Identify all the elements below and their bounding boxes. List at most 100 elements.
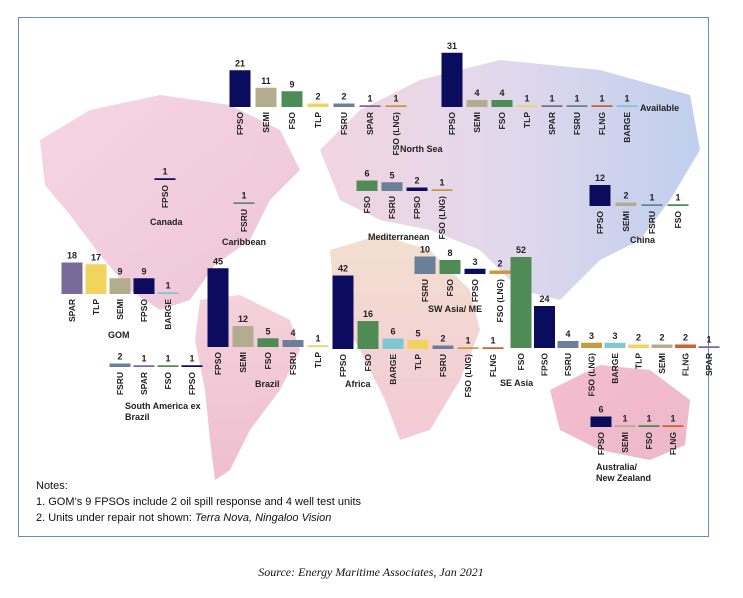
value-label: 1 xyxy=(706,334,711,344)
bar xyxy=(510,257,532,348)
category-label: FSO (LNG) xyxy=(495,279,505,323)
category-label: FPSO xyxy=(596,432,606,456)
category-label: SPAR xyxy=(704,353,714,376)
value-label: 1 xyxy=(439,177,444,187)
bar xyxy=(651,344,673,348)
bar xyxy=(382,338,404,349)
value-label: 1 xyxy=(624,93,629,103)
value-label: 1 xyxy=(649,192,654,202)
bar xyxy=(641,204,663,206)
bar xyxy=(541,105,563,107)
bar xyxy=(432,345,454,349)
note-text: 2. Units under repair not shown: xyxy=(36,512,192,524)
bar xyxy=(566,105,588,107)
category-label: FPSO xyxy=(470,279,480,303)
bar xyxy=(638,425,660,427)
value-label: 2 xyxy=(623,191,628,201)
category-label: SPAR xyxy=(365,112,375,135)
value-label: 2 xyxy=(414,176,419,186)
value-label: 1 xyxy=(646,413,651,423)
value-label: 1 xyxy=(393,93,398,103)
category-label: FSO xyxy=(516,353,526,371)
notes-heading: Notes: xyxy=(36,480,68,492)
category-label: FPSO xyxy=(338,354,348,378)
value-label: 2 xyxy=(659,333,664,343)
value-label: 9 xyxy=(141,266,146,276)
bar xyxy=(489,270,511,274)
value-label: 3 xyxy=(589,331,594,341)
bar xyxy=(157,292,179,294)
value-label: 2 xyxy=(315,92,320,102)
category-label: FSO xyxy=(644,432,654,450)
category-label: FSO xyxy=(363,354,373,372)
category-label: SEMI xyxy=(261,112,271,133)
bar xyxy=(282,340,304,347)
region-label: China xyxy=(630,235,656,245)
value-label: 6 xyxy=(598,405,603,415)
value-label: 5 xyxy=(415,328,420,338)
category-label: FLNG xyxy=(681,353,691,377)
value-label: 4 xyxy=(290,328,295,338)
category-label: FSRU xyxy=(563,353,573,376)
category-label: FSRU xyxy=(387,196,397,219)
bar xyxy=(133,278,155,294)
value-label: 12 xyxy=(595,173,605,183)
value-label: 6 xyxy=(364,169,369,179)
bar xyxy=(356,180,378,191)
category-label: SEMI xyxy=(621,211,631,232)
category-label: FPSO xyxy=(187,372,197,396)
region-label: North Sea xyxy=(400,144,444,154)
bar xyxy=(407,340,429,349)
bar xyxy=(414,256,436,274)
category-label: FSO (LNG) xyxy=(391,112,401,156)
category-label: FSO xyxy=(163,372,173,390)
value-label: 1 xyxy=(675,192,680,202)
category-label: FLNG xyxy=(488,354,498,378)
category-label: SPAR xyxy=(139,372,149,395)
value-label: 45 xyxy=(213,256,223,266)
value-label: 1 xyxy=(599,93,604,103)
value-label: 1 xyxy=(622,413,627,423)
bar xyxy=(675,344,696,348)
category-label: FPSO xyxy=(595,211,605,235)
value-label: 2 xyxy=(341,92,346,102)
category-label: FLNG xyxy=(668,432,678,456)
value-label: 1 xyxy=(670,413,675,423)
category-label: SEMI xyxy=(115,299,125,320)
value-label: 6 xyxy=(390,327,395,337)
bar xyxy=(109,363,131,367)
category-label: FSO xyxy=(497,112,507,130)
bar xyxy=(431,189,453,191)
category-label: FSO xyxy=(673,211,683,229)
category-label: BARGE xyxy=(622,112,632,143)
region-label: Australia/ xyxy=(596,462,638,472)
value-label: 3 xyxy=(472,257,477,267)
value-label: 10 xyxy=(420,245,430,255)
bar xyxy=(464,268,486,274)
value-label: 21 xyxy=(235,58,245,68)
bar xyxy=(281,91,303,107)
bar xyxy=(590,416,612,427)
category-label: FSO (LNG) xyxy=(587,353,597,397)
bar xyxy=(133,365,155,367)
value-label: 17 xyxy=(91,252,101,262)
value-label: 1 xyxy=(367,93,372,103)
region-label: Available xyxy=(640,103,679,113)
category-label: TLP xyxy=(313,352,323,368)
value-label: 18 xyxy=(67,251,77,261)
region-label: Caribbean xyxy=(222,237,266,247)
bar xyxy=(516,105,538,107)
bar xyxy=(229,70,251,107)
category-label: FSRU xyxy=(288,352,298,375)
value-label: 31 xyxy=(447,41,457,51)
bar xyxy=(581,342,602,348)
category-label: TLP xyxy=(413,354,423,370)
note-italic: Terra Nova, Ningaloo Vision xyxy=(195,512,331,524)
value-label: 2 xyxy=(497,259,502,269)
bar xyxy=(457,347,479,349)
value-label: 2 xyxy=(117,352,122,362)
region-label: Brazil xyxy=(255,379,280,389)
value-label: 1 xyxy=(141,353,146,363)
category-label: FSO (LNG) xyxy=(463,354,473,398)
